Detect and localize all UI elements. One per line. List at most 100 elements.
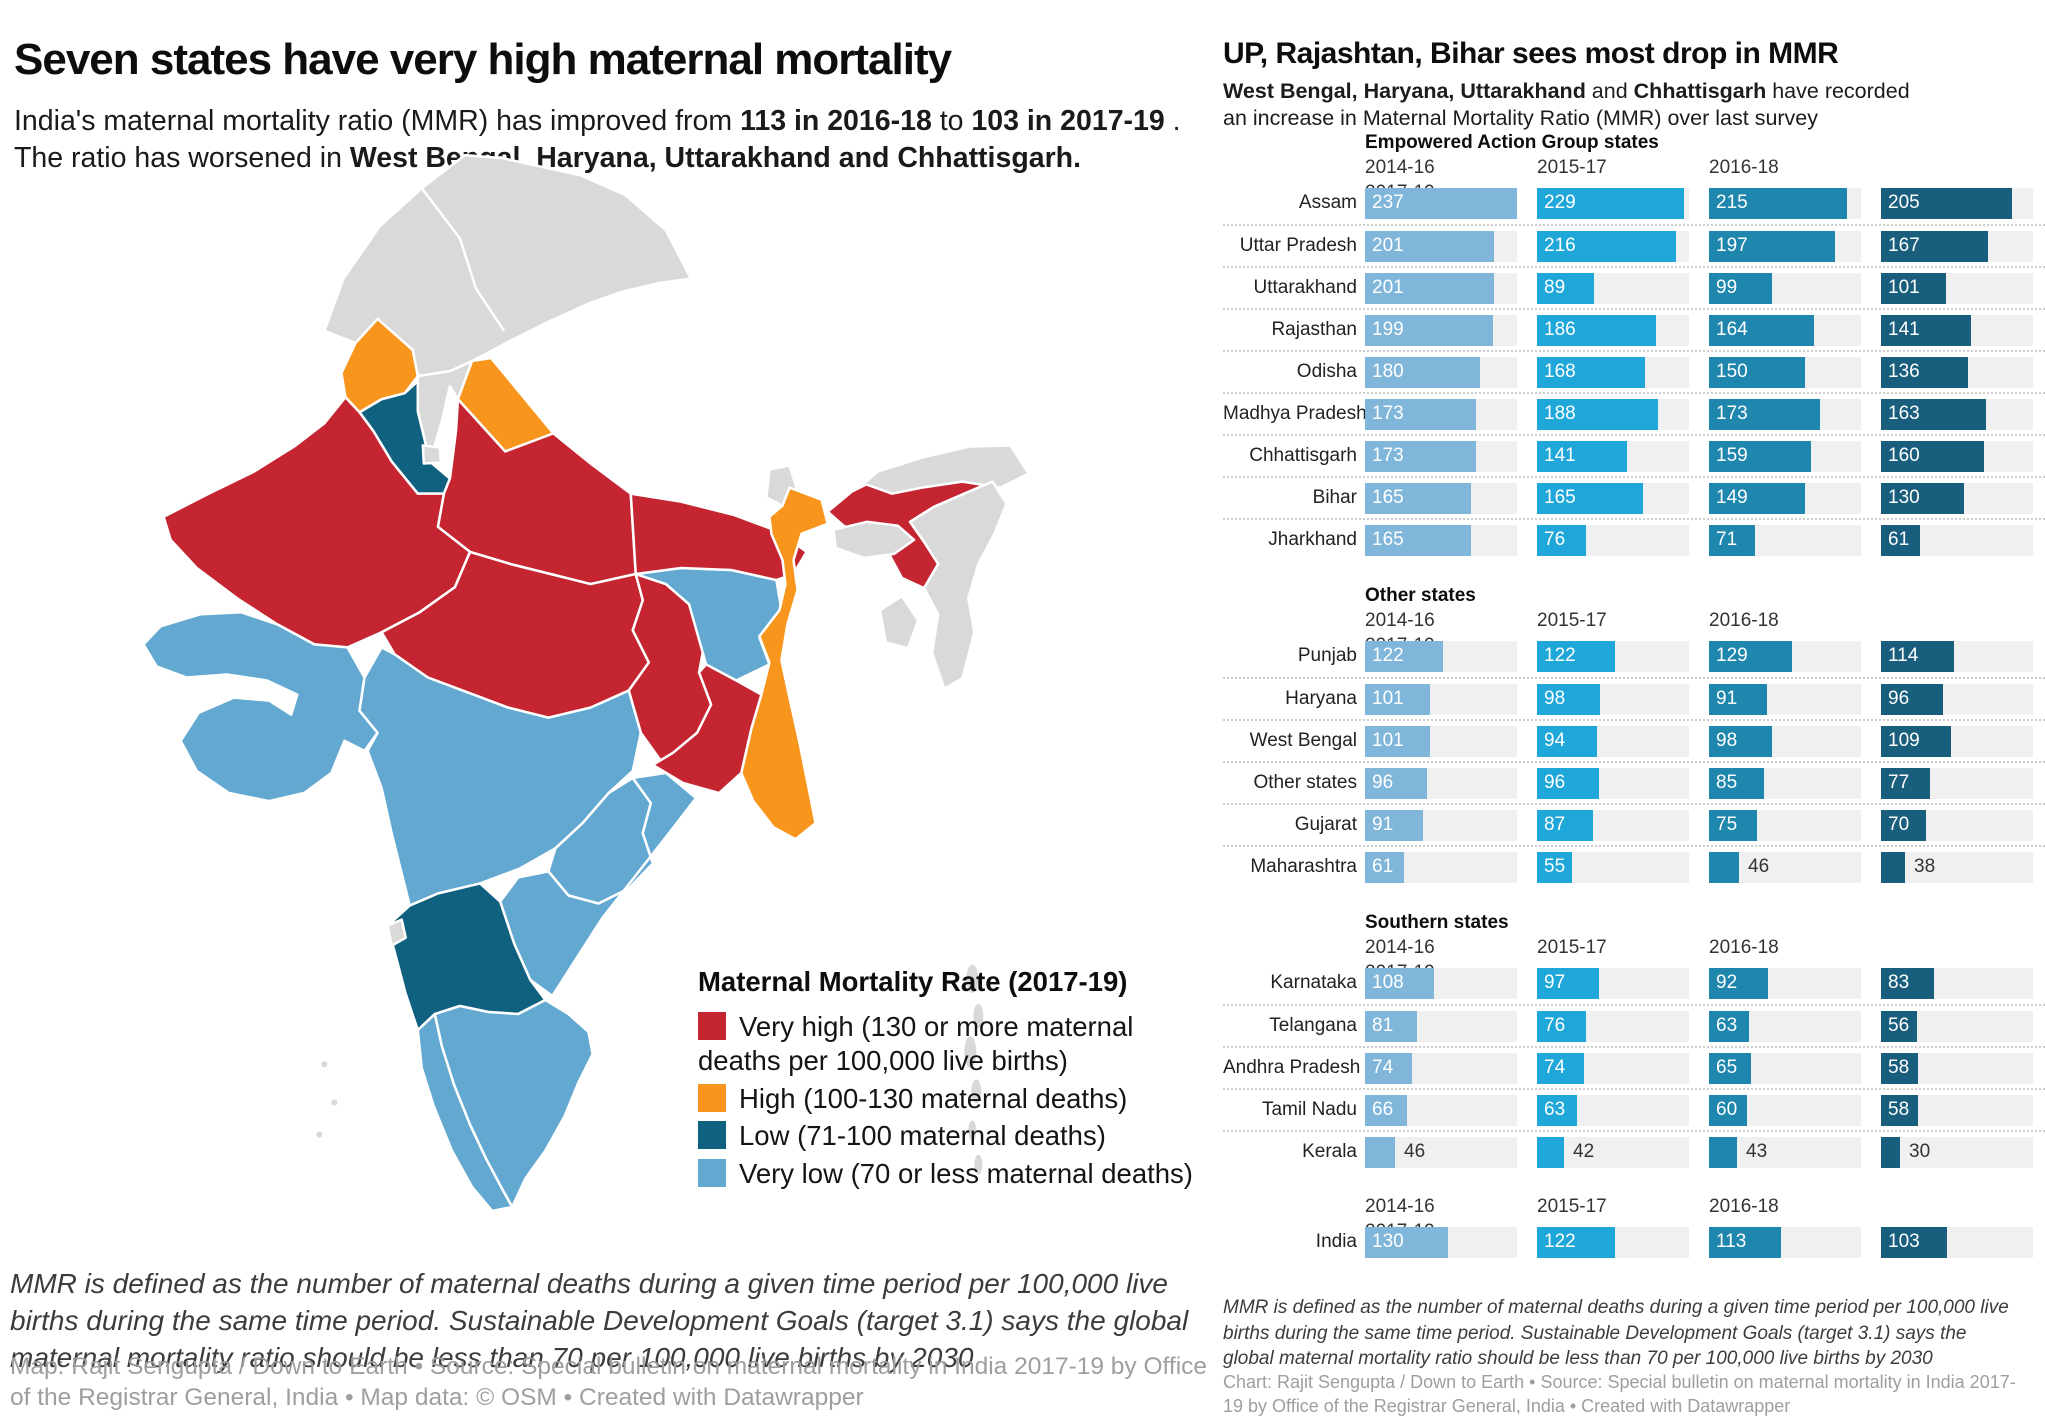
- bar-track: 75: [1709, 809, 1861, 841]
- bar-value: 186: [1544, 319, 1576, 340]
- bar: [1537, 725, 1597, 757]
- legend-item: Very high (130 or more maternal deaths p…: [698, 1010, 1210, 1079]
- bar-value: 141: [1544, 445, 1576, 466]
- mmr-bar-table: Empowered Action Group states 2014-16 2015…: [1223, 130, 2045, 1286]
- bar-cell: 167: [1881, 230, 2045, 262]
- bar-track: 76: [1537, 524, 1689, 556]
- bar-track: 201: [1365, 230, 1517, 262]
- bar-value: 89: [1544, 277, 1566, 298]
- bar-track: 180: [1365, 356, 1517, 388]
- bar: [1709, 725, 1772, 757]
- table-row: Other states 96 96 85 77: [1223, 761, 2045, 803]
- bar-chart-panel: UP, Rajashtan, Bihar sees most drop in M…: [1223, 0, 2045, 1416]
- bar: [1537, 440, 1627, 472]
- bar-track: 215: [1709, 187, 1861, 219]
- bar-value: 164: [1716, 319, 1748, 340]
- bar: [1365, 187, 1517, 219]
- map-state-andaman-nicobar: [964, 964, 984, 1175]
- bar-cell: 130: [1881, 482, 2045, 514]
- bar-cell: 197: [1709, 230, 1881, 262]
- bar-cell: 130: [1365, 1226, 1537, 1258]
- bar: [1709, 524, 1755, 556]
- bar: [1881, 398, 1986, 430]
- bar-track: 122: [1537, 640, 1689, 672]
- bar-value: 85: [1716, 772, 1738, 793]
- bar-value: 165: [1372, 487, 1404, 508]
- bar-cell: 122: [1537, 640, 1709, 672]
- bar-track: 149: [1709, 482, 1861, 514]
- bar-cell: 149: [1709, 482, 1881, 514]
- map-footnote: MMR is defined as the number of maternal…: [10, 1268, 1189, 1373]
- bar-value: 129: [1716, 645, 1748, 666]
- bar-value: 173: [1372, 403, 1404, 424]
- bar-track: 81: [1365, 1010, 1517, 1042]
- bar-value: 160: [1888, 445, 1920, 466]
- bar-cell: 61: [1365, 851, 1537, 883]
- table-row: Rajasthan 199 186 164 141: [1223, 308, 2045, 350]
- bar-value: 99: [1716, 277, 1738, 298]
- map-internal-border: [420, 187, 506, 332]
- bar: [1709, 398, 1820, 430]
- bar-value: 74: [1544, 1057, 1566, 1078]
- bar-cell: 103: [1881, 1226, 2045, 1258]
- bar-track: 42: [1537, 1136, 1689, 1168]
- bar-value: 76: [1544, 529, 1566, 550]
- bar-track: 141: [1881, 314, 2033, 346]
- bar-cell: 159: [1709, 440, 1881, 472]
- bar-cell: 101: [1365, 683, 1537, 715]
- bar: [1709, 967, 1768, 999]
- bar-track: 122: [1365, 640, 1517, 672]
- bar-cell: 199: [1365, 314, 1537, 346]
- row-label: Uttar Pradesh: [1239, 235, 1357, 256]
- table-row: Punjab 122 122 129 114: [1223, 635, 2045, 677]
- bar: [1537, 1226, 1615, 1258]
- bar-track: 63: [1537, 1094, 1689, 1126]
- row-label: Other states: [1253, 772, 1358, 793]
- bar-track: 43: [1709, 1136, 1861, 1168]
- bar: [1881, 1052, 1918, 1084]
- column-header: 2016-18: [1709, 937, 1779, 958]
- bar-value: 38: [1914, 856, 1936, 877]
- bar-cell: 61: [1881, 524, 2045, 556]
- bar-value: 81: [1372, 1015, 1394, 1036]
- bar-value: 130: [1888, 487, 1920, 508]
- legend-swatch-very_low: [698, 1158, 726, 1187]
- bar-cell: 74: [1537, 1052, 1709, 1084]
- row-label: Andhra Pradesh: [1223, 1057, 1361, 1078]
- bar: [1881, 809, 1926, 841]
- table-group: 2014-162015-172016-182017-19India1301221…: [1223, 1195, 2045, 1263]
- bar-track: 55: [1537, 851, 1689, 883]
- bar: [1709, 314, 1814, 346]
- column-header: 2014-16: [1365, 610, 1435, 631]
- bar-value: 74: [1372, 1057, 1394, 1078]
- bar-track: 96: [1365, 767, 1517, 799]
- bar-track: 164: [1709, 314, 1861, 346]
- legend-swatch-high: [698, 1083, 726, 1112]
- bar-cell: 92: [1709, 967, 1881, 999]
- map-state-northeast-states: [908, 480, 1008, 690]
- row-label: India: [1315, 1231, 1357, 1252]
- bar-cell: 96: [1881, 683, 2045, 715]
- table-row: Maharashtra 61 55 46 38: [1223, 845, 2045, 887]
- bar: [1709, 683, 1767, 715]
- bar: [1537, 1010, 1586, 1042]
- table-row: Uttarakhand 201 89 99 101: [1223, 266, 2045, 308]
- bar: [1365, 314, 1493, 346]
- bar-cell: 101: [1881, 272, 2045, 304]
- bar-value: 92: [1716, 972, 1738, 993]
- bar-cell: 42: [1537, 1136, 1709, 1168]
- bar: [1537, 356, 1645, 388]
- page-title: Seven states have very high maternal mor…: [14, 35, 952, 85]
- map-state-gujarat: [142, 610, 379, 803]
- legend-label: Very low (70 or less maternal deaths): [739, 1157, 1193, 1189]
- bar: [1881, 967, 1934, 999]
- bar-track: 130: [1881, 482, 2033, 514]
- bar-cell: 99: [1709, 272, 1881, 304]
- legend-swatch-very_high: [698, 1012, 726, 1040]
- bar-cell: 173: [1709, 398, 1881, 430]
- bar-track: 205: [1881, 187, 2033, 219]
- map-state-odisha: [651, 663, 763, 795]
- bar-value: 61: [1372, 856, 1394, 877]
- bar: [1537, 524, 1586, 556]
